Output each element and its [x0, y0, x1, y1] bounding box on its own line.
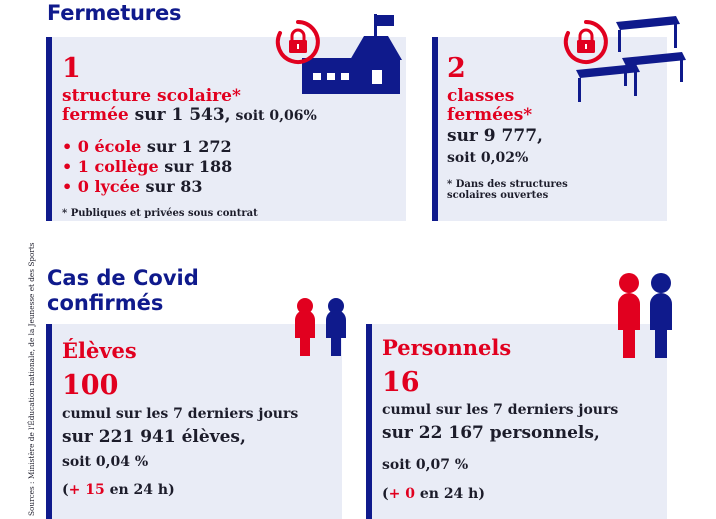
schools-label-pct: soit 0,06% [230, 108, 317, 124]
delta-rest: en 24 h) [414, 486, 485, 502]
students-title: Élèves [62, 338, 137, 363]
staff-cases-panel [366, 324, 667, 519]
delta-open: ( [382, 486, 389, 502]
schools-label-total: sur 1 543, [128, 105, 231, 125]
students-cases-panel [46, 324, 342, 519]
school-desks-icon [576, 16, 686, 102]
schools-footnote: * Publiques et privées sous contrat [62, 208, 258, 219]
people-icon [295, 298, 346, 356]
delta-value: + 0 [388, 486, 415, 502]
classes-footnote-line2: scolaires ouvertes [447, 190, 549, 201]
staff-title: Personnels [382, 335, 512, 360]
covid-title-line1: Cas de Covid [47, 266, 199, 290]
students-delta: (+ 15 en 24 h) [62, 481, 175, 499]
delta-value: + 15 [68, 482, 105, 498]
section-title-covid: Cas de Covid confirmés [47, 266, 199, 316]
classes-closed-panel [432, 37, 667, 221]
classes-total: sur 9 777, [447, 126, 543, 146]
covid-title-line2: confirmés [47, 291, 164, 315]
item-label: • 1 collège [62, 157, 159, 176]
schools-label-line1: structure scolaire* [62, 86, 241, 106]
delta-open: ( [62, 482, 69, 498]
classes-footnote-line1: * Dans des structures [447, 179, 568, 190]
section-title-closures: Fermetures [47, 1, 182, 25]
classes-label-line1: classes [447, 86, 515, 106]
schools-closed-count: 1 [62, 53, 81, 84]
schools-label-closed: fermée [62, 105, 129, 125]
padlock-icon [275, 20, 320, 64]
item-total: sur 83 [139, 177, 203, 196]
students-total: sur 221 941 élèves, [62, 427, 246, 447]
students-count: 100 [62, 370, 119, 401]
staff-pct: soit 0,07 % [382, 457, 469, 473]
students-cumul: cumul sur les 7 derniers jours [62, 406, 299, 422]
item-total: sur 188 [158, 157, 233, 176]
people-icon [618, 273, 672, 358]
staff-cumul: cumul sur les 7 derniers jours [382, 402, 619, 418]
staff-total: sur 22 167 personnels, [382, 423, 600, 443]
staff-delta: (+ 0 en 24 h) [382, 485, 485, 503]
schools-item-ecole: • 0 école sur 1 272 [62, 137, 232, 157]
schools-item-college: • 1 collège sur 188 [62, 157, 232, 177]
delta-rest: en 24 h) [104, 482, 175, 498]
classes-pct: soit 0,02% [447, 150, 529, 166]
item-label: • 0 lycée [62, 177, 140, 196]
classes-label-line2: fermées* [447, 105, 533, 125]
staff-count: 16 [382, 367, 420, 398]
schools-label-line2: fermée sur 1 543, soit 0,06% [62, 106, 317, 126]
padlock-icon [563, 20, 608, 64]
school-building-icon [302, 14, 402, 94]
classes-closed-count: 2 [447, 53, 466, 84]
students-pct: soit 0,04 % [62, 454, 149, 470]
item-total: sur 1 272 [141, 137, 232, 156]
source-credit: Sources : Ministère de l'Éducation natio… [27, 242, 36, 516]
schools-item-lycee: • 0 lycée sur 83 [62, 177, 202, 197]
item-label: • 0 école [62, 137, 142, 156]
